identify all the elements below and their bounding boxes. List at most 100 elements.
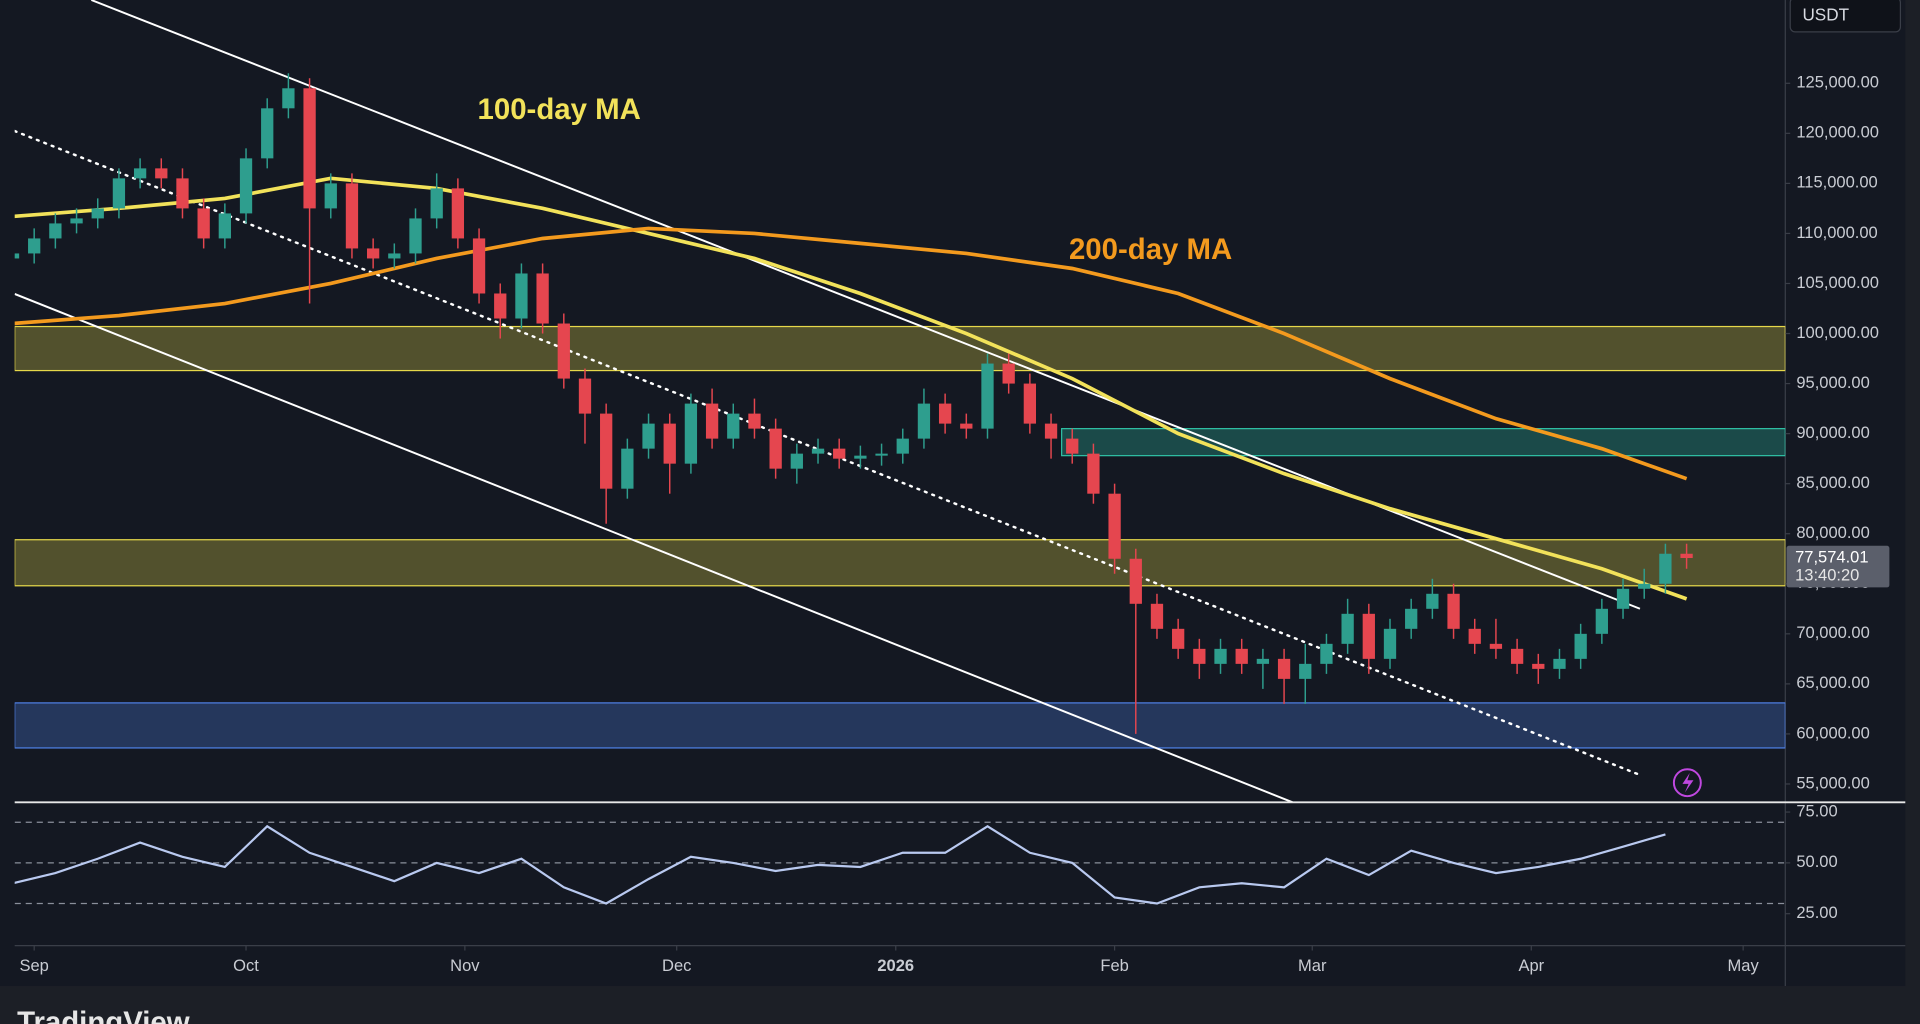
- x-tick-label: Oct: [233, 956, 259, 975]
- zone: [1061, 428, 1786, 457]
- candle-body: [261, 108, 274, 159]
- x-tick-label: May: [1728, 956, 1760, 975]
- x-tick-label: Nov: [450, 956, 480, 975]
- candle-body: [218, 213, 231, 239]
- candle-body: [536, 273, 549, 324]
- candle-body: [1320, 643, 1333, 664]
- candle-body: [1489, 643, 1503, 649]
- candle-body: [1066, 438, 1079, 454]
- x-tick-label: Sep: [19, 956, 48, 975]
- candle-body: [303, 88, 316, 209]
- candle-body: [49, 223, 62, 239]
- candle-body: [1447, 593, 1460, 629]
- candle-body: [896, 438, 909, 454]
- candle-body: [430, 188, 443, 219]
- y-tick-label: 105,000.00: [1796, 273, 1879, 292]
- currency-box[interactable]: [1789, 0, 1902, 33]
- candle-body: [1129, 558, 1142, 604]
- candle-body: [409, 218, 422, 254]
- currency-label: USDT: [1802, 4, 1849, 24]
- candle-body: [176, 178, 189, 209]
- candle-body: [1383, 628, 1397, 659]
- candle-body: [938, 403, 952, 424]
- candle-body: [1150, 603, 1164, 629]
- alert-icon[interactable]: [1672, 768, 1702, 798]
- candle-body: [494, 293, 507, 319]
- candle-body: [472, 238, 486, 294]
- candle-body: [790, 453, 803, 469]
- candle-body: [70, 218, 83, 224]
- candle-body: [1405, 608, 1418, 629]
- y-tick-label: 115,000.00: [1796, 173, 1877, 192]
- y-tick-label: 125,000.00: [1796, 73, 1879, 92]
- candle-body: [981, 363, 994, 429]
- y-tick-label: 60,000.00: [1796, 723, 1869, 742]
- annotation: 200-day MA: [1069, 233, 1232, 266]
- candle-body: [1426, 593, 1439, 609]
- y-tick-label: 120,000.00: [1796, 123, 1879, 142]
- candle-body: [1023, 383, 1037, 424]
- y-tick-label: 65,000.00: [1796, 673, 1869, 692]
- candle-body: [1044, 423, 1058, 439]
- y-tick-label: 70,000.00: [1796, 623, 1869, 642]
- candle-body: [112, 178, 126, 209]
- candle-body: [155, 168, 168, 179]
- y-tick-label: 95,000.00: [1796, 373, 1869, 392]
- candle-body: [1680, 553, 1693, 559]
- candle-body: [1256, 658, 1270, 664]
- candle-body: [1574, 633, 1587, 659]
- candle-body: [515, 273, 528, 319]
- candle-body: [282, 88, 295, 109]
- candle-body: [833, 448, 846, 459]
- x-tick-label: Mar: [1298, 956, 1327, 975]
- candle-body: [324, 183, 337, 209]
- candle-body: [1235, 648, 1248, 664]
- alert-bolt: [1682, 772, 1694, 793]
- candle-body: [1172, 628, 1185, 649]
- zone: [14, 325, 1786, 372]
- candle-body: [875, 453, 888, 456]
- alert-circle: [1672, 768, 1702, 798]
- zone: [14, 539, 1786, 587]
- candle-body: [854, 455, 867, 459]
- candle-body: [239, 158, 253, 214]
- y-tick-label: 100,000.00: [1796, 323, 1879, 342]
- candle-body: [727, 413, 740, 439]
- y-tick-label: 55,000.00: [1796, 773, 1869, 792]
- candle-body: [960, 423, 973, 429]
- rsi-line: [14, 824, 1666, 905]
- x-tick-label: Dec: [662, 956, 691, 975]
- candle-body: [388, 253, 401, 259]
- candle-body: [1108, 493, 1121, 559]
- candle-body: [28, 238, 41, 254]
- candle-body: [197, 208, 210, 239]
- zone: [14, 702, 1786, 749]
- candle-body: [642, 423, 655, 449]
- rsi-pane: [14, 821, 1786, 905]
- y-tick-label: 85,000.00: [1796, 473, 1869, 492]
- candle-body: [1532, 663, 1545, 669]
- candle-body: [769, 428, 782, 469]
- y-tick-label: 80,000.00: [1796, 523, 1869, 542]
- candle-body: [557, 323, 570, 379]
- watermark: TradingView: [17, 1006, 190, 1024]
- candle-body: [578, 378, 592, 414]
- candle-body: [705, 403, 719, 439]
- candle-body: [14, 253, 20, 259]
- candle-body: [1595, 608, 1608, 634]
- candle-body: [1214, 648, 1227, 664]
- rsi-tick-label: 75.00: [1796, 801, 1837, 820]
- candle-body: [133, 168, 147, 179]
- last-price-label: 77,574.01: [1795, 547, 1868, 566]
- candle-body: [451, 188, 465, 239]
- candle-body: [1299, 663, 1312, 679]
- candle-body: [748, 413, 761, 429]
- candle-body: [1510, 648, 1524, 664]
- candle-body: [811, 448, 825, 454]
- candle-body: [91, 208, 104, 219]
- candle-body: [1659, 553, 1672, 584]
- candle-body: [1087, 453, 1100, 494]
- x-tick-label: 2026: [877, 956, 914, 975]
